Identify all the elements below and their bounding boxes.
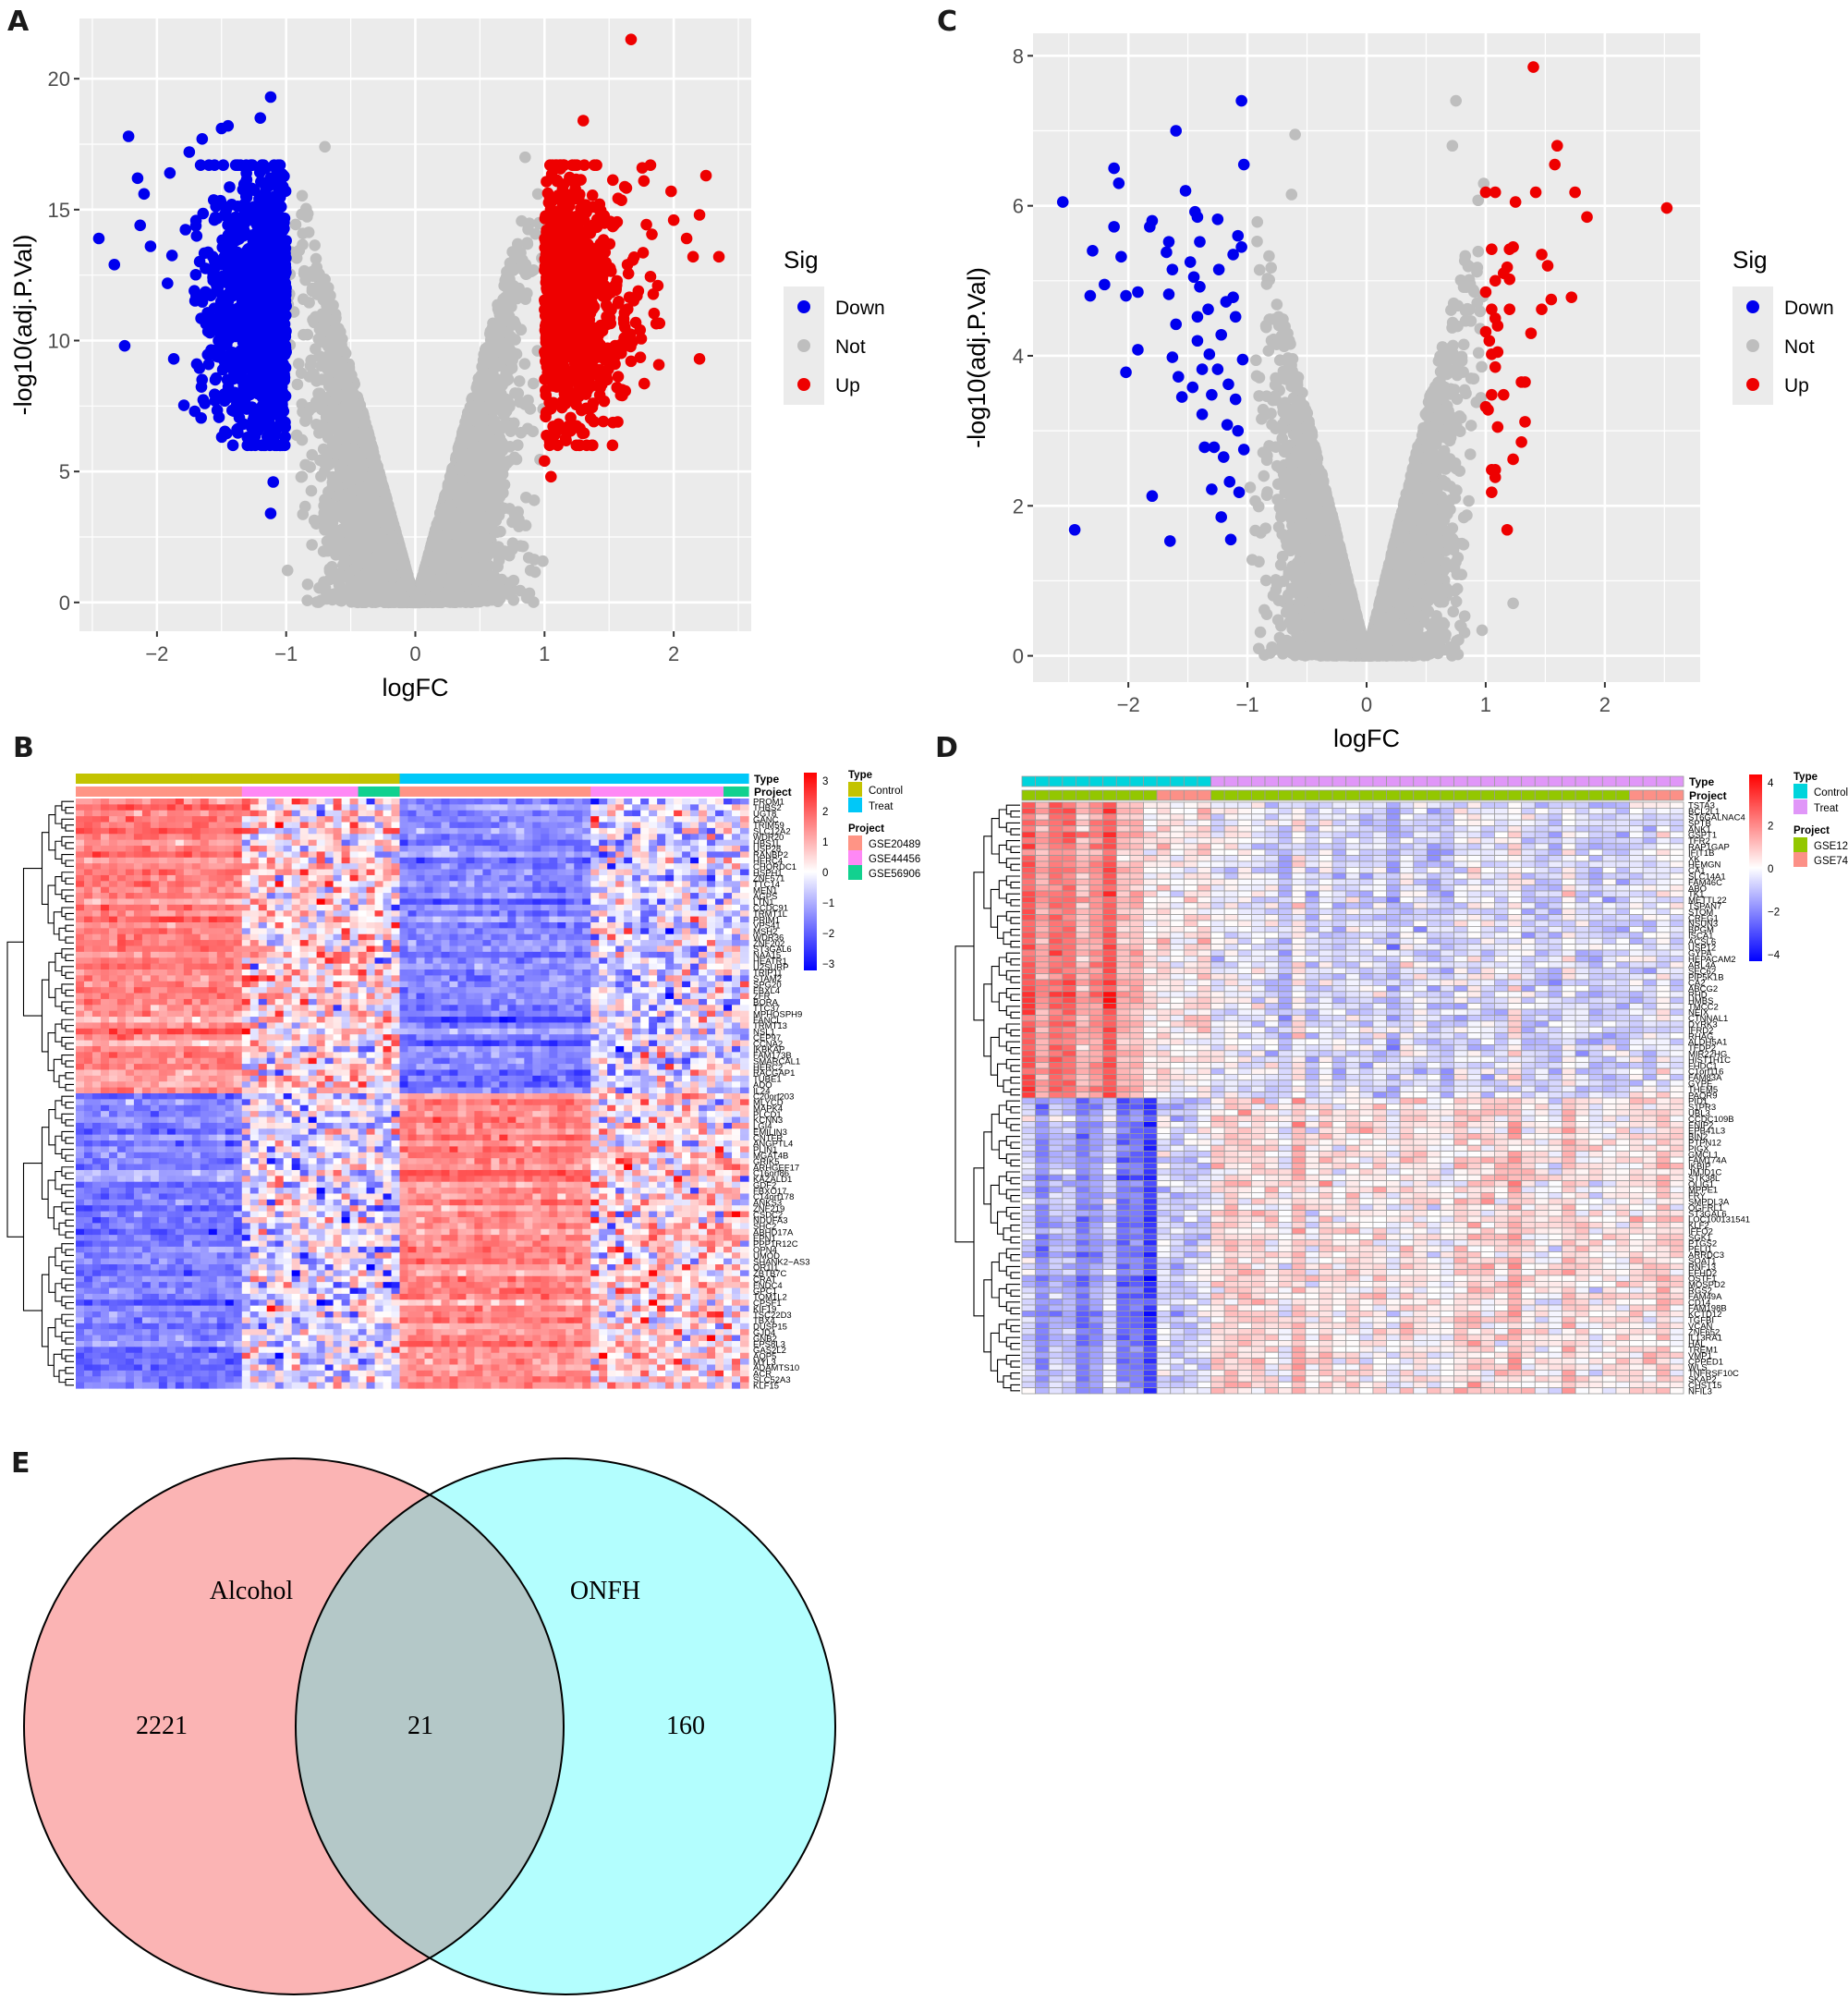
point-not (310, 343, 322, 355)
point-not (527, 425, 540, 438)
point-not (291, 378, 304, 391)
point-not (309, 239, 321, 251)
point-not (519, 519, 532, 531)
point-not (305, 484, 318, 497)
point-not (296, 189, 309, 202)
point-not (281, 564, 294, 577)
point-not (518, 358, 531, 370)
point-not (301, 328, 314, 341)
point-not (531, 188, 544, 201)
point-not (302, 226, 315, 238)
